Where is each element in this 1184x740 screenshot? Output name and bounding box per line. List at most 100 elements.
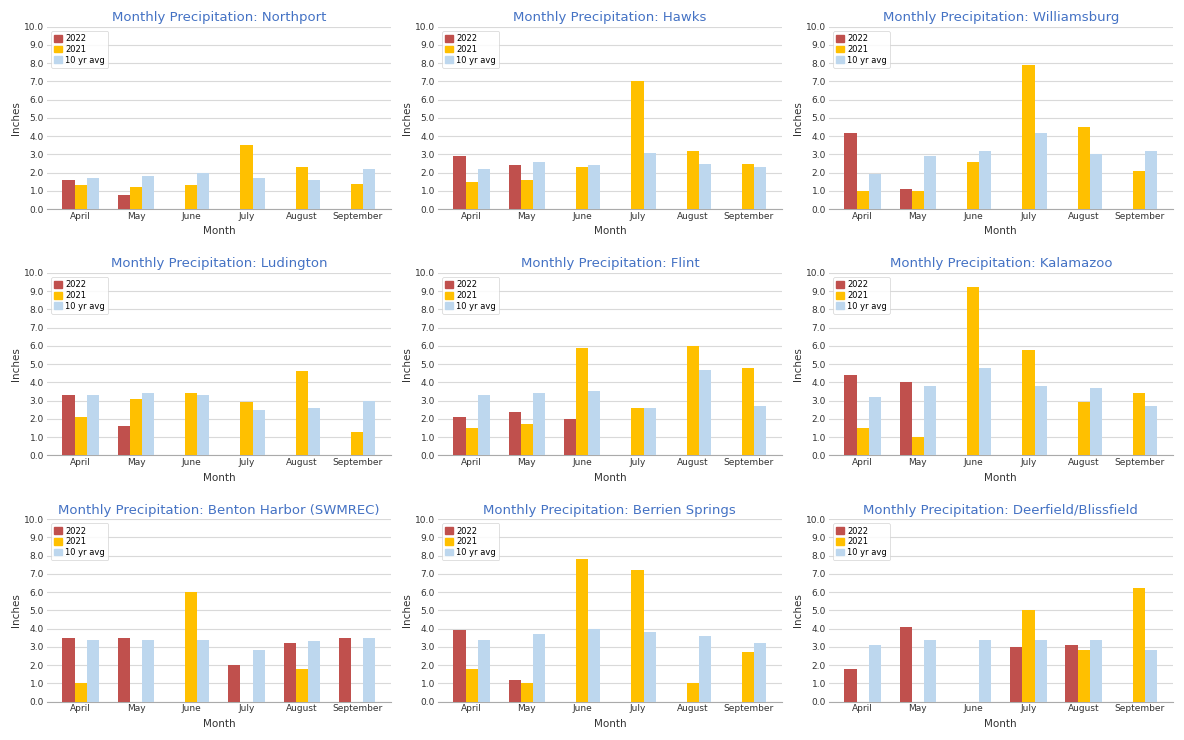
Legend: 2022, 2021, 10 yr avg: 2022, 2021, 10 yr avg xyxy=(442,523,500,560)
Bar xyxy=(869,645,881,702)
Bar xyxy=(363,638,375,702)
Bar xyxy=(687,346,699,455)
Bar xyxy=(75,683,86,702)
Bar xyxy=(699,369,712,455)
Bar xyxy=(869,175,881,209)
Bar xyxy=(477,169,490,209)
Bar xyxy=(465,669,477,702)
Bar xyxy=(967,287,979,455)
Legend: 2022, 2021, 10 yr avg: 2022, 2021, 10 yr avg xyxy=(442,31,500,68)
Bar xyxy=(1145,650,1157,702)
Y-axis label: Inches: Inches xyxy=(793,101,803,135)
Bar xyxy=(588,391,600,455)
Bar xyxy=(521,180,533,209)
Bar xyxy=(577,559,588,702)
Y-axis label: Inches: Inches xyxy=(403,347,412,381)
Bar xyxy=(742,164,754,209)
Bar xyxy=(229,665,240,702)
Bar xyxy=(754,406,766,455)
Title: Monthly Precipitation: Williamsburg: Monthly Precipitation: Williamsburg xyxy=(882,11,1119,24)
Bar xyxy=(1145,151,1157,209)
Bar xyxy=(1077,403,1089,455)
X-axis label: Month: Month xyxy=(202,473,236,482)
Bar xyxy=(240,403,252,455)
Legend: 2022, 2021, 10 yr avg: 2022, 2021, 10 yr avg xyxy=(51,31,108,68)
Bar xyxy=(1077,127,1089,209)
Y-axis label: Inches: Inches xyxy=(403,593,412,628)
Bar xyxy=(296,167,308,209)
X-axis label: Month: Month xyxy=(984,473,1017,482)
Bar xyxy=(142,639,154,702)
Bar xyxy=(869,397,881,455)
Bar xyxy=(240,145,252,209)
Bar xyxy=(252,650,265,702)
Legend: 2022, 2021, 10 yr avg: 2022, 2021, 10 yr avg xyxy=(442,277,500,314)
Bar xyxy=(577,348,588,455)
Bar xyxy=(63,180,75,209)
Title: Monthly Precipitation: Flint: Monthly Precipitation: Flint xyxy=(521,258,700,270)
Bar xyxy=(86,178,99,209)
Y-axis label: Inches: Inches xyxy=(793,593,803,628)
Bar xyxy=(856,191,869,209)
Bar xyxy=(75,417,86,455)
Bar xyxy=(130,187,142,209)
Bar xyxy=(979,368,991,455)
Bar xyxy=(699,164,712,209)
Bar xyxy=(1022,349,1035,455)
Bar xyxy=(185,393,198,455)
Bar xyxy=(979,151,991,209)
Y-axis label: Inches: Inches xyxy=(11,347,21,381)
Bar xyxy=(1089,155,1102,209)
Bar xyxy=(339,638,350,702)
Bar xyxy=(1089,388,1102,455)
Bar xyxy=(63,395,75,455)
Legend: 2022, 2021, 10 yr avg: 2022, 2021, 10 yr avg xyxy=(832,523,890,560)
Bar xyxy=(699,636,712,702)
Title: Monthly Precipitation: Berrien Springs: Monthly Precipitation: Berrien Springs xyxy=(483,503,736,517)
Bar xyxy=(754,643,766,702)
Bar xyxy=(588,165,600,209)
Bar xyxy=(924,639,937,702)
Bar xyxy=(900,383,912,455)
Bar xyxy=(477,395,490,455)
Bar xyxy=(308,408,320,455)
Y-axis label: Inches: Inches xyxy=(11,101,21,135)
Bar xyxy=(1133,393,1145,455)
X-axis label: Month: Month xyxy=(593,226,626,237)
Bar xyxy=(198,639,210,702)
Bar xyxy=(477,639,490,702)
Bar xyxy=(1133,171,1145,209)
Bar xyxy=(577,167,588,209)
Bar xyxy=(924,156,937,209)
Bar xyxy=(252,178,265,209)
Bar xyxy=(1010,647,1022,702)
Title: Monthly Precipitation: Kalamazoo: Monthly Precipitation: Kalamazoo xyxy=(889,258,1112,270)
Title: Monthly Precipitation: Deerfield/Blissfield: Monthly Precipitation: Deerfield/Blissfi… xyxy=(863,503,1138,517)
Bar xyxy=(509,411,521,455)
Bar xyxy=(465,428,477,455)
Title: Monthly Precipitation: Northport: Monthly Precipitation: Northport xyxy=(111,11,326,24)
Bar xyxy=(252,410,265,455)
Legend: 2022, 2021, 10 yr avg: 2022, 2021, 10 yr avg xyxy=(51,277,108,314)
Bar xyxy=(687,151,699,209)
Bar xyxy=(1035,132,1047,209)
Bar xyxy=(86,639,99,702)
Legend: 2022, 2021, 10 yr avg: 2022, 2021, 10 yr avg xyxy=(832,277,890,314)
Bar xyxy=(644,408,656,455)
Bar xyxy=(644,632,656,702)
Legend: 2022, 2021, 10 yr avg: 2022, 2021, 10 yr avg xyxy=(832,31,890,68)
Bar xyxy=(453,417,465,455)
Bar xyxy=(350,184,363,209)
Bar xyxy=(1035,386,1047,455)
Bar xyxy=(844,375,856,455)
X-axis label: Month: Month xyxy=(593,473,626,482)
Bar xyxy=(533,634,545,702)
Bar xyxy=(521,683,533,702)
Bar xyxy=(1077,650,1089,702)
Bar xyxy=(924,386,937,455)
Bar xyxy=(509,165,521,209)
Bar xyxy=(742,368,754,455)
Bar xyxy=(283,643,296,702)
Y-axis label: Inches: Inches xyxy=(11,593,21,628)
Bar xyxy=(631,570,644,702)
